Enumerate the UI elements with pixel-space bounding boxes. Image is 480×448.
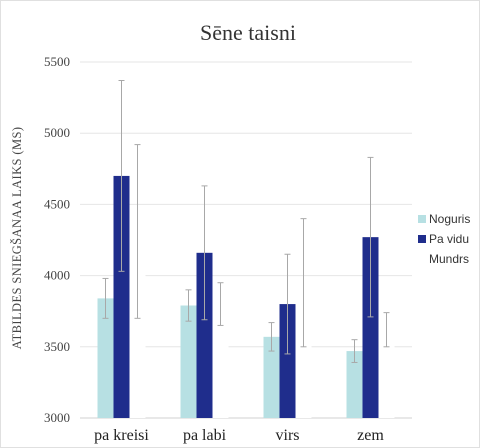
y-tick-label: 3500 <box>44 339 70 354</box>
bar-pa-vidu <box>113 175 130 418</box>
legend-item: Noguris <box>418 212 470 226</box>
error-bar <box>201 185 208 321</box>
x-tick-label: pa labi <box>183 427 227 444</box>
y-tick-label: 5000 <box>44 125 70 140</box>
bar-noguris <box>263 336 280 418</box>
legend-item: Mundrs <box>418 252 469 266</box>
error-bar <box>268 322 275 352</box>
bar-mundrs <box>212 304 229 418</box>
bar-mundrs <box>129 231 146 418</box>
legend-swatch <box>418 255 426 263</box>
y-tick-label: 3000 <box>44 410 70 425</box>
legend-item: Pa vidu <box>418 232 469 246</box>
legend-label: Noguris <box>429 212 470 226</box>
bar-mundrs <box>378 329 395 418</box>
bars-layer <box>97 175 395 418</box>
bar-mundrs <box>295 282 312 418</box>
bar-noguris <box>346 351 363 418</box>
error-bar <box>217 282 224 326</box>
legend-swatch <box>418 215 426 223</box>
bar-pa-vidu <box>279 304 296 418</box>
y-tick-label: 5500 <box>44 54 70 69</box>
x-tick-label: virs <box>276 427 300 444</box>
error-bar <box>383 312 390 348</box>
bar-noguris <box>97 298 114 418</box>
bar-noguris <box>180 305 197 418</box>
error-bar <box>102 277 109 319</box>
legend-label: Mundrs <box>429 252 469 266</box>
error-bars-layer <box>102 80 390 363</box>
error-bar <box>134 144 141 319</box>
x-tick-layer: pa kreisi pa labi virs zem <box>94 427 384 444</box>
legend-label: Pa vidu <box>429 232 469 246</box>
x-tick-label: pa kreisi <box>94 427 149 444</box>
error-bar <box>284 253 291 355</box>
chart-title: Sēne taisni <box>200 20 296 45</box>
bar-pa-vidu <box>196 252 213 418</box>
y-tick-label: 4000 <box>44 268 70 283</box>
legend: Noguris Pa vidu Mundrs <box>418 212 470 266</box>
y-axis-label: ATBILDES SNIEGŠANAA LAIKS (MS) <box>10 127 24 350</box>
error-bar <box>300 218 307 348</box>
legend-swatch <box>418 235 426 243</box>
error-bar <box>185 289 192 322</box>
x-tick-label: zem <box>357 427 384 444</box>
error-bar <box>118 80 125 272</box>
bar-pa-vidu <box>362 237 379 418</box>
error-bar <box>351 339 358 363</box>
error-bar <box>367 156 374 318</box>
y-tick-label: 4500 <box>44 196 70 211</box>
